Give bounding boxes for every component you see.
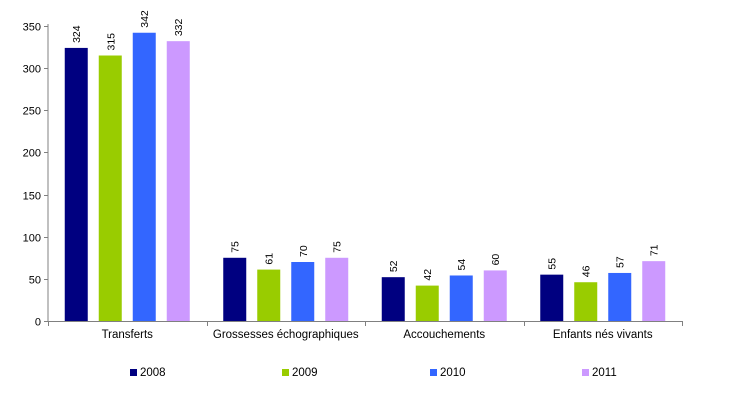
data-label: 71 (649, 244, 661, 256)
bar-2009-1 (257, 269, 281, 321)
x-category-label: Transferts (102, 329, 154, 341)
legend-label: 2008 (140, 367, 166, 379)
data-label: 75 (332, 241, 344, 253)
data-label: 70 (298, 245, 310, 257)
data-label: 61 (264, 253, 276, 265)
legend-label: 2009 (292, 367, 318, 379)
data-label: 342 (139, 10, 151, 28)
data-label: 332 (173, 18, 185, 36)
y-tick-label: 200 (23, 148, 41, 160)
data-label: 46 (581, 265, 593, 277)
data-label: 75 (230, 241, 242, 253)
bar-2009-2 (415, 285, 439, 321)
bar-2010-0 (132, 32, 156, 321)
bar-2009-0 (98, 55, 122, 321)
x-category-label: Enfants nés vivants (553, 329, 653, 341)
data-label: 55 (547, 258, 559, 270)
bar-2011-3 (642, 261, 666, 321)
x-category-label: Grossesses échographiques (213, 329, 359, 341)
bar-2010-1 (291, 262, 315, 321)
bar-2011-0 (166, 41, 190, 322)
legend-swatch-2008 (130, 369, 137, 376)
y-tick-label: 50 (29, 275, 41, 287)
y-tick-label: 150 (23, 191, 41, 203)
data-label: 42 (422, 269, 434, 281)
y-tick-label: 0 (35, 317, 41, 329)
data-label: 52 (388, 260, 400, 272)
y-tick-label: 350 (23, 22, 41, 34)
legend-label: 2010 (440, 367, 466, 379)
bar-2010-3 (608, 272, 632, 321)
y-tick-label: 300 (23, 64, 41, 76)
bar-2008-1 (223, 257, 247, 321)
bar-2008-0 (64, 47, 88, 322)
bar-2011-2 (483, 270, 507, 321)
legend-swatch-2009 (282, 369, 289, 376)
legend-label: 2011 (592, 367, 617, 379)
y-tick-label: 250 (23, 106, 41, 118)
legend-swatch-2011 (582, 369, 589, 376)
data-label: 54 (456, 259, 468, 271)
bar-2009-3 (574, 282, 598, 321)
data-label: 324 (71, 25, 83, 43)
data-label: 60 (490, 254, 502, 266)
data-label: 315 (105, 33, 117, 51)
bar-2010-2 (449, 275, 473, 321)
legend-swatch-2010 (430, 369, 437, 376)
bar-2008-3 (540, 274, 564, 321)
data-label: 57 (615, 256, 627, 268)
bar-2008-2 (381, 277, 405, 321)
x-category-label: Accouchements (403, 329, 485, 341)
y-tick-label: 100 (23, 233, 41, 245)
bar-2011-1 (325, 257, 349, 321)
